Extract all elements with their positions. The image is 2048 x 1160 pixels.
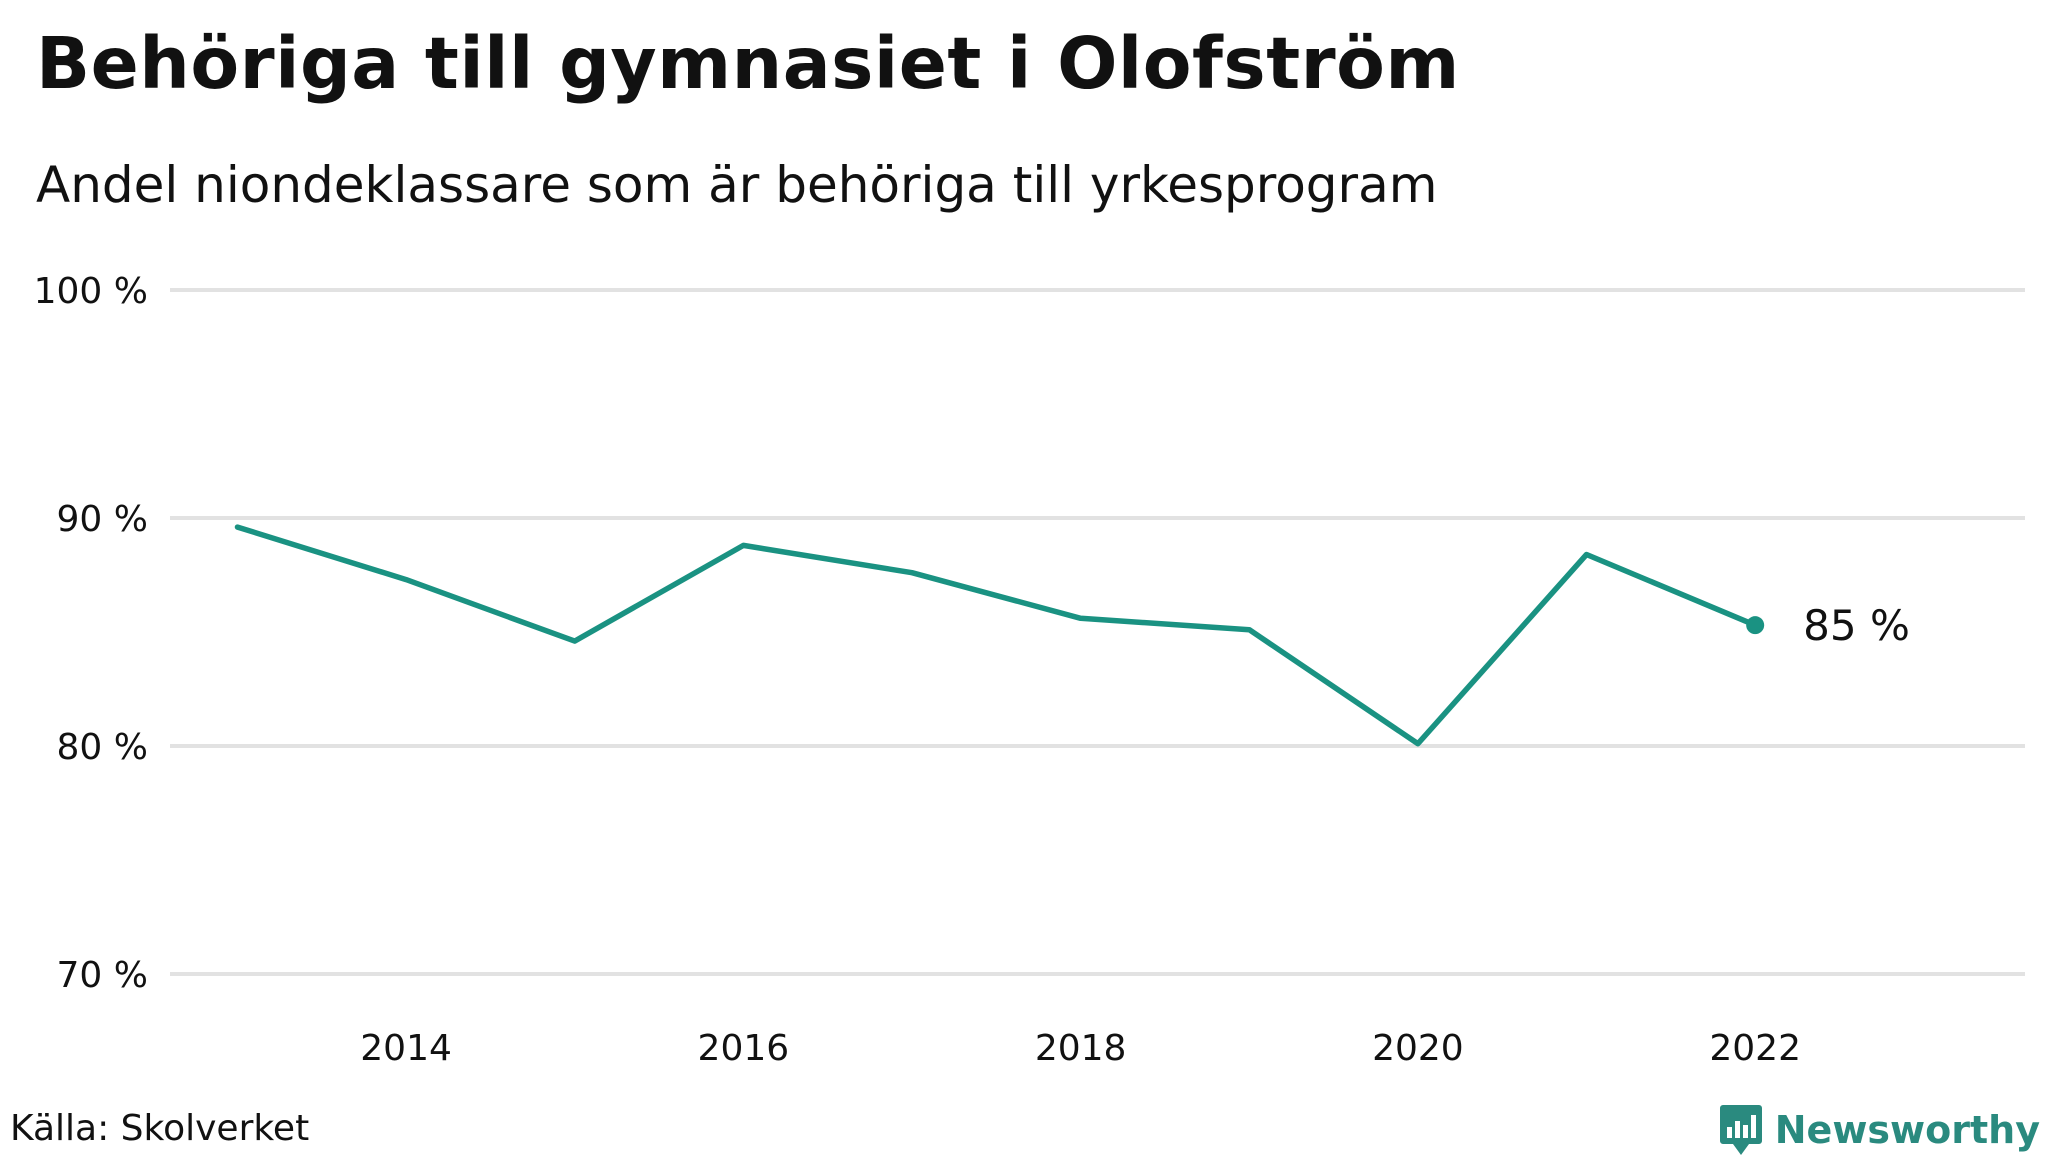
brand-name: Newsworthy (1774, 1108, 2040, 1152)
series-line (234, 524, 1758, 747)
chart-subtitle: Andel niondeklassare som är behöriga til… (36, 156, 1438, 214)
end-value-label: 85 % (1803, 601, 1910, 650)
y-tick-label: 80 % (57, 727, 148, 768)
y-tick-label: 90 % (57, 499, 148, 540)
x-axis-tick-labels: 2014 2016 2018 2020 2022 (360, 1028, 1801, 1069)
x-tick-label: 2022 (1709, 1028, 1801, 1069)
x-tick-label: 2016 (698, 1028, 790, 1069)
y-axis-tick-labels: 100 % 90 % 80 % 70 % (34, 271, 148, 996)
chart-title: Behöriga till gymnasiet i Olofström (36, 22, 1460, 105)
x-tick-label: 2014 (360, 1028, 452, 1069)
y-tick-label: 100 % (34, 271, 148, 312)
grid-lines (170, 288, 2025, 976)
end-point-marker (1746, 616, 1765, 635)
x-tick-label: 2018 (1035, 1028, 1127, 1069)
x-tick-label: 2020 (1372, 1028, 1464, 1069)
series-layer: 85 % (234, 524, 1910, 747)
brand-logo: Newsworthy (1719, 1100, 2040, 1160)
source-note: Källa: Skolverket (10, 1108, 310, 1149)
newsworthy-logo-icon (1719, 1105, 1762, 1155)
y-tick-label: 70 % (57, 955, 148, 996)
